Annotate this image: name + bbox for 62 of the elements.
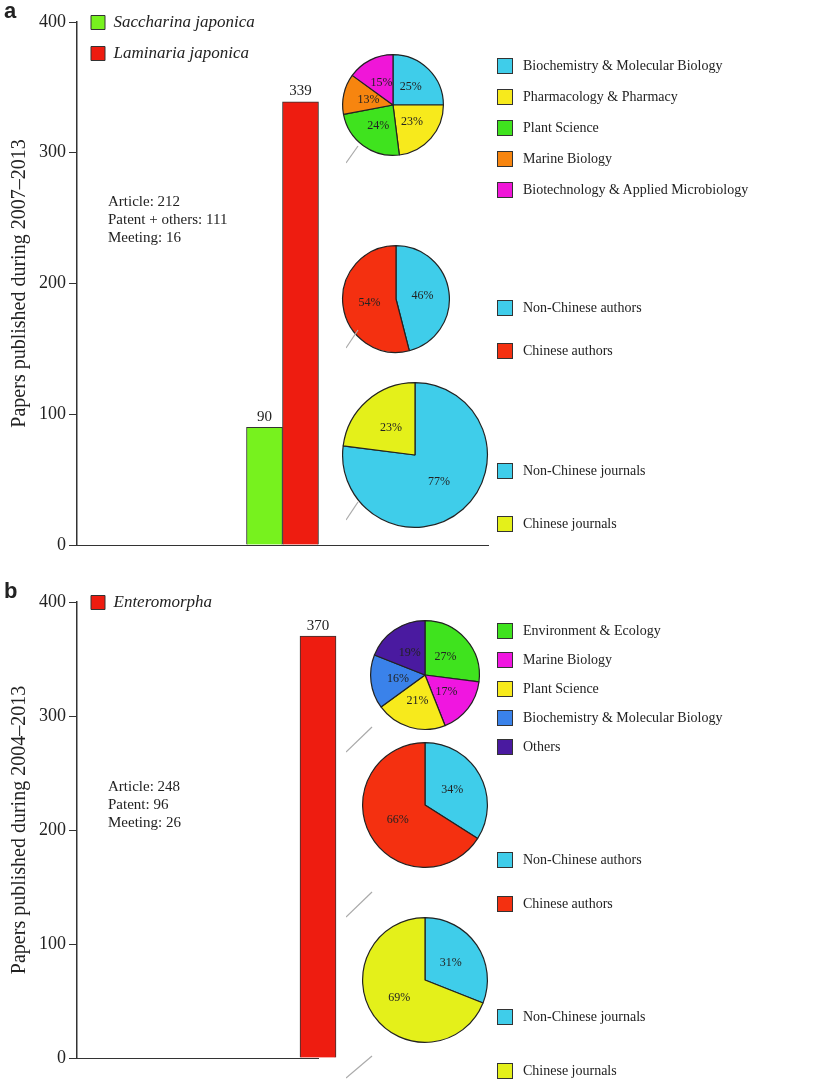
legend-label: Chinese journals bbox=[523, 515, 617, 532]
y-tick-label: 300 bbox=[39, 704, 66, 725]
legend-label: Non-Chinese authors bbox=[523, 852, 642, 868]
data-label: 90 bbox=[257, 407, 272, 424]
data-label: 23% bbox=[400, 113, 423, 128]
y-tick-label: 400 bbox=[39, 10, 66, 31]
legend-label: Non-Chinese journals bbox=[523, 462, 646, 479]
data-label: 21% bbox=[406, 693, 429, 708]
chart-title: b bbox=[4, 578, 18, 604]
annotation: Meeting: 16 bbox=[108, 229, 182, 246]
data-label: 27% bbox=[434, 649, 457, 664]
legend-label: Biotechnology & Applied Microbiology bbox=[523, 181, 749, 198]
legend-label: Saccharina japonica bbox=[113, 11, 255, 31]
legend-label: Plant Science bbox=[523, 119, 599, 136]
legend-label: Enteromorpha bbox=[112, 591, 213, 611]
annotation: Patent: 96 bbox=[108, 796, 169, 813]
legend-label: Marine Biology bbox=[523, 150, 613, 167]
legend-label: Non-Chinese authors bbox=[523, 299, 642, 316]
data-label: 23% bbox=[380, 420, 403, 434]
data-label: 370 bbox=[306, 616, 330, 633]
y-tick-label: 0 bbox=[57, 1046, 66, 1067]
data-label: 46% bbox=[411, 287, 434, 302]
y-tick-label: 300 bbox=[39, 141, 66, 162]
y-axis-title: Papers published during 2007–2013 bbox=[7, 139, 31, 428]
data-label: 69% bbox=[388, 989, 411, 1004]
chart-title: a bbox=[4, 0, 17, 24]
legend-label: Chinese journals bbox=[523, 1063, 617, 1079]
legend-label: Chinese authors bbox=[523, 342, 613, 359]
legend-label: Environment & Ecology bbox=[523, 622, 661, 639]
data-label: 15% bbox=[370, 74, 393, 89]
data-label: 77% bbox=[427, 474, 450, 489]
legend-label: Chinese authors bbox=[523, 896, 613, 912]
y-tick-label: 400 bbox=[39, 590, 66, 611]
y-tick-label: 200 bbox=[39, 272, 66, 293]
y-tick-label: 0 bbox=[57, 533, 66, 554]
legend-label: Pharmacology & Pharmacy bbox=[523, 88, 678, 105]
y-axis-title: Papers published during 2004–2013 bbox=[7, 685, 31, 975]
data-label: 31% bbox=[439, 954, 462, 969]
data-label: 13% bbox=[357, 91, 380, 106]
legend-label: Laminaria japonica bbox=[112, 42, 250, 62]
annotation: Article: 212 bbox=[108, 193, 181, 210]
y-tick-label: 200 bbox=[39, 818, 66, 839]
annotation: Meeting: 26 bbox=[108, 814, 182, 831]
legend-label: Non-Chinese journals bbox=[523, 1009, 646, 1025]
annotation: Article: 248 bbox=[108, 778, 181, 795]
data-label: 16% bbox=[387, 670, 410, 685]
y-tick-label: 100 bbox=[39, 932, 66, 953]
data-label: 25% bbox=[399, 79, 422, 94]
data-label: 54% bbox=[358, 294, 381, 309]
legend-label: Marine Biology bbox=[523, 651, 613, 668]
data-label: 24% bbox=[367, 117, 390, 132]
y-tick-label: 100 bbox=[39, 402, 66, 423]
data-label: 66% bbox=[386, 812, 409, 827]
legend-label: Others bbox=[523, 738, 561, 755]
data-label: 19% bbox=[398, 644, 421, 659]
legend-label: Biochemistry & Molecular Biology bbox=[523, 709, 723, 726]
annotation: Patent + others: 111 bbox=[108, 211, 228, 228]
data-label: 339 bbox=[289, 82, 312, 99]
data-label: 34% bbox=[441, 782, 464, 797]
data-label: 17% bbox=[435, 683, 458, 698]
legend-label: Biochemistry & Molecular Biology bbox=[523, 57, 723, 74]
legend-label: Plant Science bbox=[523, 680, 599, 697]
